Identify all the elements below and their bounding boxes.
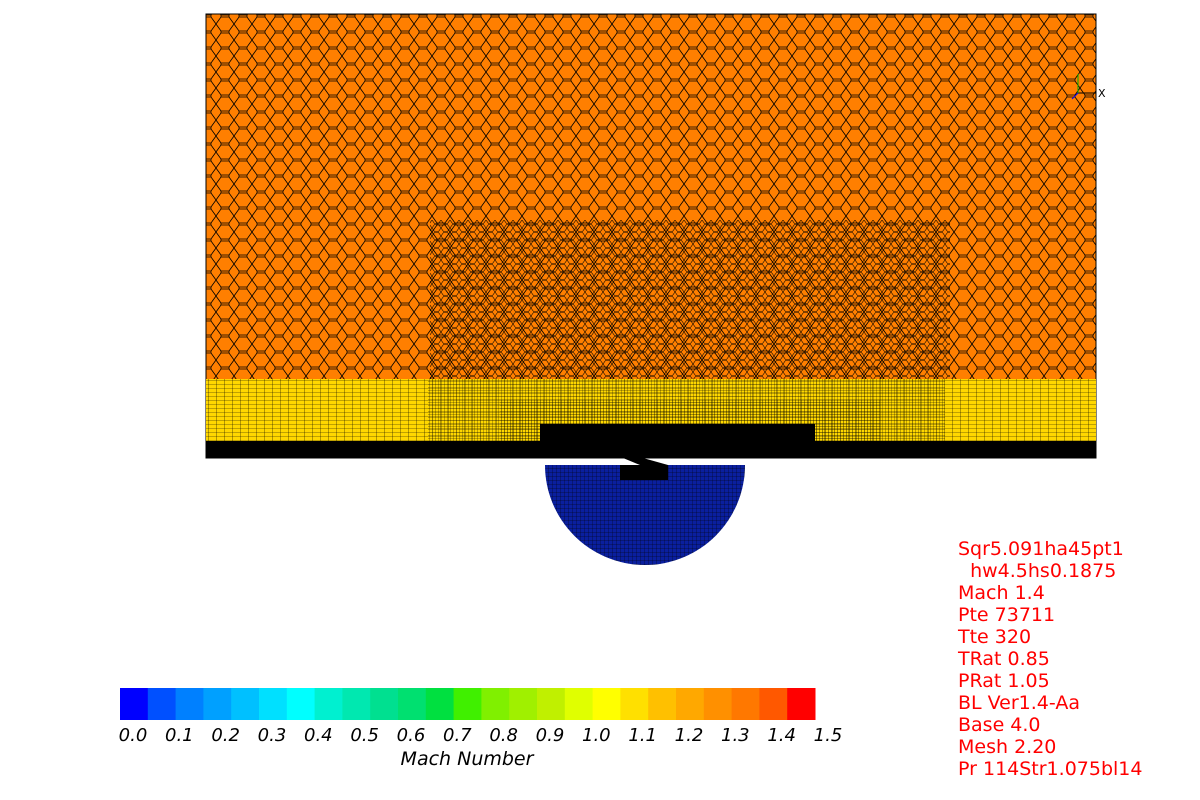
colorbar-swatch xyxy=(175,688,204,720)
colorbar-swatch xyxy=(259,688,288,720)
colorbar-tick-label: 0.0 xyxy=(119,725,148,746)
colorbar-swatch xyxy=(231,688,260,720)
colorbar-swatch xyxy=(398,688,427,720)
colorbar-swatch xyxy=(648,688,677,720)
colorbar-swatch xyxy=(676,688,705,720)
colorbar-swatch xyxy=(342,688,371,720)
colorbar-tick-label: 0.3 xyxy=(258,725,287,746)
colorbar-tick-label: 0.7 xyxy=(443,725,472,746)
annotation-line: Mach 1.4 xyxy=(958,582,1045,604)
colorbar-swatch xyxy=(703,688,733,720)
colorbar-swatch xyxy=(453,688,482,720)
colorbar-tick-label: 1.5 xyxy=(814,725,843,746)
annotation-line: Base 4.0 xyxy=(958,714,1041,736)
colorbar-ticks: 0.0 0.1 0.2 0.3 0.4 0.5 0.6 0.7 0.8 0.9 1.0 1.1 1.2 1… xyxy=(119,725,843,746)
plenum-inlet xyxy=(620,465,668,480)
colorbar-swatch xyxy=(620,688,649,720)
annotation-line: PRat 1.05 xyxy=(958,670,1050,692)
colorbar-tick-label: 1.4 xyxy=(767,725,796,746)
colorbar-tick-label: 1.3 xyxy=(721,725,750,746)
hole-array xyxy=(540,424,815,442)
annotation-line: hw4.5hs0.1875 xyxy=(958,560,1117,582)
colorbar-tick-label: 0.6 xyxy=(397,725,426,746)
colorbar xyxy=(120,688,816,720)
colorbar-swatch xyxy=(537,688,566,720)
axis-triad: X xyxy=(1071,74,1106,100)
colorbar-swatch xyxy=(203,688,232,720)
colorbar-tick-label: 1.0 xyxy=(582,725,611,746)
colorbar-swatch xyxy=(286,688,316,720)
colorbar-tick-label: 0.4 xyxy=(304,725,333,746)
colorbar-swatch xyxy=(787,688,816,720)
colorbar-swatch xyxy=(759,688,788,720)
annotation-line: Pte 73711 xyxy=(958,604,1056,626)
colorbar-swatch xyxy=(731,688,760,720)
annotation-block: Sqr5.091ha45pt1 hw4.5hs0.1875 Mach 1.4 Pte… xyxy=(958,538,1142,780)
annotation-line: Tte 320 xyxy=(958,626,1032,648)
annotation-line: Mesh 2.20 xyxy=(958,736,1057,758)
colorbar-swatch xyxy=(481,688,510,720)
colorbar-swatch xyxy=(370,688,399,720)
colorbar-swatch xyxy=(564,688,594,720)
colorbar-tick-label: 1.1 xyxy=(628,725,657,746)
annotation-line: Pr 114Str1.075bl14 xyxy=(958,758,1143,780)
colorbar-tick-label: 0.5 xyxy=(350,725,379,746)
annotation-line: BL Ver1.4-Aa xyxy=(958,692,1080,714)
colorbar-swatch xyxy=(120,688,149,720)
colorbar-swatch xyxy=(425,688,455,720)
annotation-line: Sqr5.091ha45pt1 xyxy=(958,538,1124,560)
axis-x-label: X xyxy=(1098,87,1106,100)
colorbar-swatch xyxy=(147,688,177,720)
colorbar-swatch xyxy=(592,688,621,720)
colorbar-title: Mach Number xyxy=(401,748,535,770)
colorbar-tick-label: 1.2 xyxy=(675,725,704,746)
annotation-line: TRat 0.85 xyxy=(958,648,1050,670)
colorbar-swatch xyxy=(314,688,343,720)
colorbar-swatch xyxy=(509,688,538,720)
colorbar-tick-label: 0.2 xyxy=(211,725,240,746)
colorbar-tick-label: 0.8 xyxy=(489,725,518,746)
mesh-cells-fine xyxy=(430,220,950,380)
colorbar-tick-label: 0.1 xyxy=(165,725,194,746)
colorbar-tick-label: 0.9 xyxy=(536,725,565,746)
wall-strip xyxy=(206,441,1096,458)
